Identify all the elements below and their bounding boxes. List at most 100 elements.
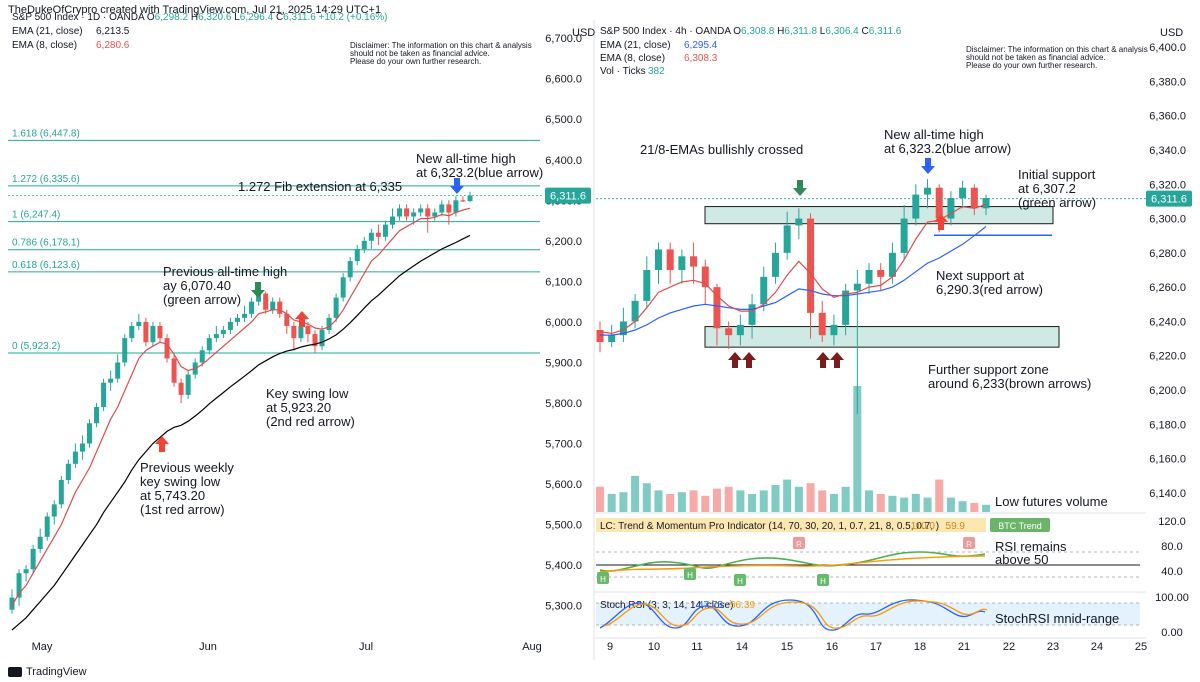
right-x-tick-12: 25 bbox=[1135, 641, 1147, 653]
left-candle-body-58 bbox=[418, 208, 424, 213]
left-legend-ema21-value: 6,213.5 bbox=[96, 26, 130, 37]
left-annotation-prev-weekly-line-3: (1st red arrow) bbox=[140, 502, 225, 517]
right-legend-part-5: L bbox=[820, 26, 826, 37]
left-candle-body-5 bbox=[44, 516, 50, 537]
right-brown-arrow-1 bbox=[742, 352, 756, 368]
left-candle-body-36 bbox=[263, 293, 269, 310]
right-candle-body-31 bbox=[959, 187, 967, 198]
right-x-tick-3: 14 bbox=[736, 641, 748, 653]
right-annotation-rsi-line-0: RSI remains bbox=[995, 539, 1067, 554]
left-candle-body-19 bbox=[143, 321, 149, 343]
left-candle-body-60 bbox=[432, 212, 438, 217]
left-annotation-key-swing-line-0: Key swing low bbox=[266, 386, 349, 401]
left-y-tick-1: 6,600.0 bbox=[545, 74, 582, 86]
left-candle-body-0 bbox=[9, 597, 15, 610]
left-candle-body-38 bbox=[277, 301, 283, 314]
right-legend-vol-label: Vol · Ticks bbox=[600, 66, 646, 77]
left-red-arrow-1-shaft bbox=[159, 443, 165, 452]
right-legend-ohlc: S&P 500 Index · 4h · OANDA O6,308.8 H6,3… bbox=[600, 26, 902, 37]
left-y-tick-12: 5,500.0 bbox=[545, 520, 582, 532]
right-annotation-ema-cross: 21/8-EMAs bullishly crossed bbox=[640, 142, 803, 157]
right-brown-arrow-2 bbox=[816, 352, 830, 368]
left-candle-body-22 bbox=[164, 338, 170, 359]
right-candle-body-32 bbox=[970, 187, 978, 209]
right-candle-body-30 bbox=[947, 198, 955, 219]
right-legend-part-7: C bbox=[862, 26, 869, 37]
right-candle-body-24 bbox=[877, 270, 885, 277]
right-brown-arrow-3-head bbox=[830, 352, 844, 360]
right-brown-arrow-0-head bbox=[728, 352, 742, 360]
left-candle-body-20 bbox=[150, 325, 156, 343]
right-disclaimer-line-1: should not be taken as financial advice. bbox=[966, 53, 1106, 62]
left-candle-body-29 bbox=[213, 334, 219, 339]
left-legend-part-8: 6,311.6 bbox=[283, 12, 318, 23]
right-legend-ema21-label: EMA (21, close) bbox=[600, 40, 671, 51]
stoch-axis-tick-0: 100.00 bbox=[1155, 592, 1189, 604]
left-candle-body-24 bbox=[178, 382, 184, 395]
left-candle-body-55 bbox=[397, 208, 403, 217]
right-volume-bar-2 bbox=[619, 492, 628, 512]
right-candle-body-4 bbox=[643, 270, 651, 301]
right-volume-bar-28 bbox=[923, 497, 932, 512]
left-candle-body-56 bbox=[404, 208, 410, 217]
left-x-tick-0: May bbox=[32, 641, 53, 653]
right-candle-body-21 bbox=[842, 290, 850, 325]
right-x-tick-2: 11 bbox=[691, 641, 702, 653]
right-legend-part-3: H bbox=[777, 26, 784, 37]
right-x-tick-4: 15 bbox=[781, 641, 793, 653]
left-annotation-key-swing-line-2: (2nd red arrow) bbox=[266, 414, 355, 429]
left-candle-body-13 bbox=[101, 382, 107, 408]
right-blue-arrow-head bbox=[921, 166, 935, 174]
right-annotation-new-ath-line-0: New all-time high bbox=[884, 127, 984, 142]
left-candle-body-9 bbox=[72, 451, 78, 464]
left-candle-body-51 bbox=[368, 232, 374, 241]
right-red-arrow bbox=[934, 214, 948, 230]
right-volume-bar-3 bbox=[631, 476, 640, 512]
lc-badge-bg bbox=[990, 518, 1050, 532]
lc-badge: BTC Trend bbox=[998, 521, 1042, 531]
left-x-tick-3: Aug bbox=[522, 641, 542, 653]
right-x-tick-1: 10 bbox=[648, 641, 660, 653]
right-volume-bar-14 bbox=[759, 490, 768, 512]
lc-label: LC: Trend & Momentum Pro Indicator (14, … bbox=[600, 521, 939, 532]
lc-marker-bg-1 bbox=[963, 537, 975, 549]
right-candle-body-18 bbox=[807, 218, 815, 313]
footer-brand: TradingView bbox=[8, 666, 87, 678]
left-candle-body-25 bbox=[185, 374, 191, 395]
lc-marker-bg-5 bbox=[817, 574, 829, 586]
right-volume-bar-1 bbox=[607, 494, 616, 512]
left-candle-body-59 bbox=[425, 208, 431, 217]
right-volume-bar-32 bbox=[970, 503, 979, 512]
right-y-tick-0: 6,400.0 bbox=[1149, 42, 1186, 54]
right-volume-bar-23 bbox=[865, 490, 874, 512]
left-candle-body-50 bbox=[361, 240, 367, 249]
right-annotation-initial-support-line-2: (green arrow) bbox=[1018, 195, 1096, 210]
right-legend-part-2: 6,308.8 bbox=[741, 26, 777, 37]
left-price-tag-bg bbox=[545, 187, 591, 204]
right-volume-bar-17 bbox=[794, 486, 803, 512]
left-candle-body-31 bbox=[227, 321, 233, 331]
left-candle-body-40 bbox=[291, 325, 297, 339]
left-candle-body-44 bbox=[319, 330, 325, 347]
left-disclaimer-line-2: Please do your own further research. bbox=[350, 57, 481, 66]
right-annotation-stoch: StochRSI mnid-range bbox=[995, 611, 1119, 626]
left-annotation-prev-ath-line-0: Previous all-time high bbox=[163, 264, 287, 279]
right-blue-arrow bbox=[921, 158, 935, 174]
left-candle-body-16 bbox=[122, 338, 128, 363]
right-blue-arrow-shaft bbox=[925, 158, 931, 167]
left-annotation-prev-ath-line-2: (green arrow) bbox=[163, 292, 241, 307]
right-annotation-further-support-line-1: around 6,233(brown arrows) bbox=[928, 376, 1091, 391]
lc-signal-line bbox=[599, 555, 986, 573]
right-volume-bar-4 bbox=[642, 483, 651, 512]
left-candle-body-39 bbox=[284, 313, 290, 326]
left-y-tick-3: 6,400.0 bbox=[545, 155, 582, 167]
right-disclaimer-line-0: Disclaimer: The information on this char… bbox=[966, 45, 1148, 54]
left-candle-body-7 bbox=[58, 480, 64, 505]
footer-brand-label: TradingView bbox=[26, 666, 87, 678]
right-candle-body-27 bbox=[912, 194, 920, 219]
left-candle-body-43 bbox=[312, 334, 318, 347]
right-volume-bar-12 bbox=[736, 490, 745, 512]
left-candle-body-8 bbox=[65, 463, 71, 481]
